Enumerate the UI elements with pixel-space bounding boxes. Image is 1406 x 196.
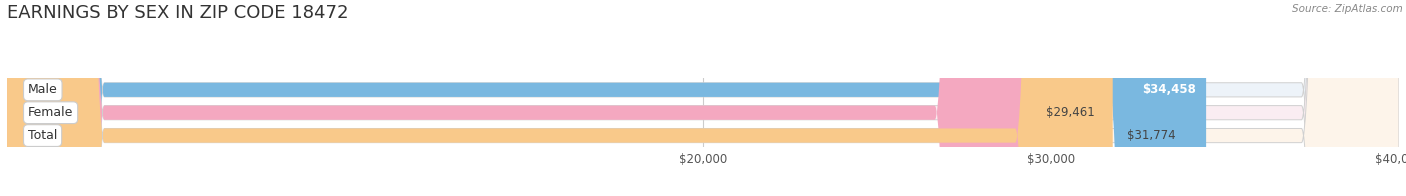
FancyBboxPatch shape (7, 0, 1399, 196)
FancyBboxPatch shape (7, 0, 1206, 196)
FancyBboxPatch shape (7, 0, 1112, 196)
Text: $34,458: $34,458 (1142, 83, 1195, 96)
Text: Female: Female (28, 106, 73, 119)
FancyBboxPatch shape (7, 0, 1399, 196)
Text: $31,774: $31,774 (1126, 129, 1175, 142)
Text: Male: Male (28, 83, 58, 96)
FancyBboxPatch shape (7, 0, 1032, 196)
FancyBboxPatch shape (7, 0, 1399, 196)
Text: EARNINGS BY SEX IN ZIP CODE 18472: EARNINGS BY SEX IN ZIP CODE 18472 (7, 4, 349, 22)
Text: $29,461: $29,461 (1046, 106, 1095, 119)
Text: Source: ZipAtlas.com: Source: ZipAtlas.com (1292, 4, 1403, 14)
Text: Total: Total (28, 129, 58, 142)
